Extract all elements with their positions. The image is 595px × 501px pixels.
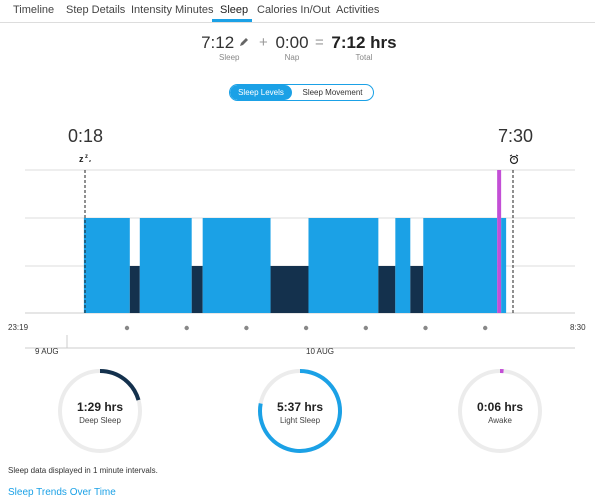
tab-bar: Timeline Step Details Intensity Minutes … [0,0,595,23]
hour-tick-dot [124,325,130,331]
tab-activities[interactable]: Activities [336,4,380,16]
svg-text:z: z [85,154,88,160]
light-sleep-value: 5:37 hrs [276,400,324,414]
plus-sign: + [259,34,268,51]
sleep-trends-link[interactable]: Sleep Trends Over Time [8,487,116,498]
equals-sign: = [315,34,324,51]
pencil-icon[interactable] [239,37,249,47]
zzz-icon: z z z [79,154,91,164]
awake-label: Awake [488,416,512,425]
sleep-label: Sleep [219,53,240,62]
nap-summary: 0:00 Nap [272,33,312,62]
sleep-segment-awake [497,170,502,313]
sleep-segment-light-sleep [501,218,507,313]
sleep-movement-button[interactable]: Sleep Movement [302,88,363,97]
svg-text:z: z [79,154,84,164]
total-summary: 7:12 hrs Total [328,33,400,62]
sleep-segment-light-sleep [202,218,271,313]
hour-tick-dot [363,325,368,331]
hour-tick-dot [423,325,428,331]
sleep-levels-chart: z z z [25,154,575,349]
sleep-segment-deep-sleep [191,266,203,313]
light-sleep-circle: 5:37 hrs Light Sleep [257,368,343,454]
sleep-segment-deep-sleep [270,266,309,313]
tab-intensity-minutes[interactable]: Intensity Minutes [131,4,214,16]
sleep-segment-light-sleep [139,218,192,313]
awake-value: 0:06 hrs [476,400,524,414]
view-toggle: Sleep Levels Sleep Movement [229,84,374,101]
date-label-9aug: 9 AUG [35,347,59,356]
sleep-segment-light-sleep [395,218,411,313]
tab-step-details[interactable]: Step Details [66,4,126,16]
sleep-segment-deep-sleep [410,266,424,313]
light-sleep-label: Light Sleep [279,416,321,425]
axis-start-label: 23:19 [8,323,29,332]
total-value: 7:12 hrs [331,33,397,52]
sleep-segment-deep-sleep [378,266,396,313]
svg-text:z: z [89,158,91,163]
sleep-summary: 7:12 Sleep [200,33,250,62]
hour-tick-dot [483,325,488,331]
deep-sleep-label: Deep Sleep [79,416,121,425]
sleep-start-time: 0:18 [68,126,104,146]
axis-end-label: 8:30 [570,323,586,332]
sleep-value: 7:12 [201,33,235,52]
deep-sleep-circle: 1:29 hrs Deep Sleep [57,368,143,454]
sleep-levels-button[interactable]: Sleep Levels [230,85,292,100]
nap-value: 0:00 [275,33,309,52]
hour-tick-dot [303,325,309,331]
awake-circle: 0:06 hrs Awake [457,368,543,454]
tab-timeline[interactable]: Timeline [13,4,55,16]
sleep-end-time: 7:30 [498,126,534,146]
sleep-segment-light-sleep [308,218,379,313]
tab-sleep[interactable]: Sleep [220,4,249,16]
nap-label: Nap [284,53,300,62]
sleep-segment-light-sleep [423,218,498,313]
active-tab-indicator [212,19,252,22]
tab-calories[interactable]: Calories In/Out [257,4,331,16]
hour-tick-dot [244,325,249,331]
hour-tick-dot [184,325,189,331]
date-label-10aug: 10 AUG [306,347,335,356]
deep-sleep-value: 1:29 hrs [76,400,124,414]
sleep-segment-light-sleep [83,218,130,313]
interval-note: Sleep data displayed in 1 minute interva… [8,466,158,475]
sleep-segment-deep-sleep [129,266,140,313]
alarm-clock-icon [509,154,519,165]
total-label: Total [355,53,373,62]
